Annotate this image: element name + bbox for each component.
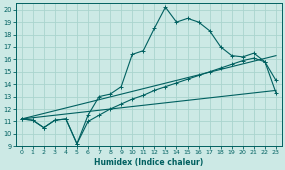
X-axis label: Humidex (Indice chaleur): Humidex (Indice chaleur) bbox=[94, 158, 203, 167]
